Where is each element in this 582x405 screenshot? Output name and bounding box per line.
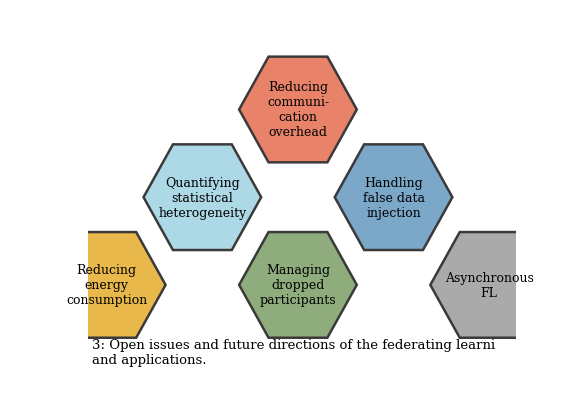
Text: Asynchronous
FL: Asynchronous FL [445, 271, 534, 299]
Text: Handling
false data
injection: Handling false data injection [363, 176, 424, 219]
Polygon shape [144, 145, 261, 250]
Polygon shape [335, 145, 452, 250]
Polygon shape [239, 58, 357, 163]
Polygon shape [48, 232, 166, 338]
Text: Reducing
energy
consumption: Reducing energy consumption [66, 264, 147, 307]
Text: 3: Open issues and future directions of the federating learni
and applications.: 3: Open issues and future directions of … [92, 339, 495, 367]
Polygon shape [239, 232, 357, 338]
Text: Managing
dropped
participants: Managing dropped participants [260, 264, 336, 307]
Polygon shape [430, 232, 548, 338]
Text: Quantifying
statistical
heterogeneity: Quantifying statistical heterogeneity [158, 176, 247, 219]
Text: Reducing
communi-
cation
overhead: Reducing communi- cation overhead [267, 81, 329, 139]
